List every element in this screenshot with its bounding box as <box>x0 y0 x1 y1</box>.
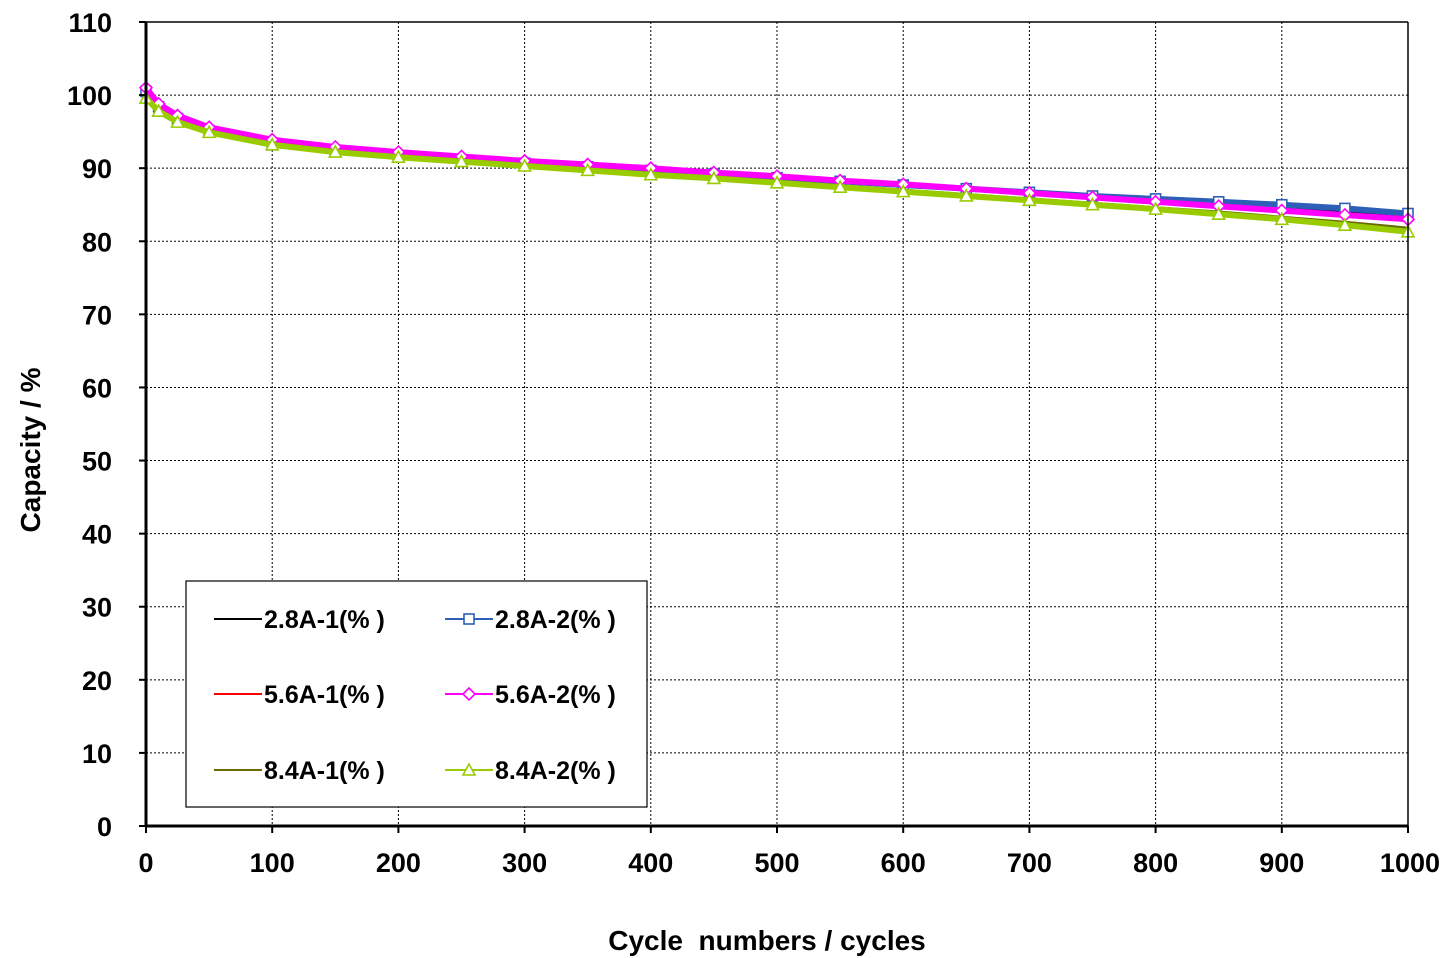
x-tick-label: 400 <box>628 848 673 878</box>
data-point-triangle <box>958 188 974 202</box>
data-point-triangle <box>461 762 477 776</box>
data-point-square <box>463 613 475 625</box>
y-tick-label: 70 <box>82 300 112 330</box>
legend-label: 2.8A-2(% ) <box>495 606 616 634</box>
legend-label: 8.4A-2(% ) <box>495 757 616 785</box>
x-axis-title: Cycle numbers / cycles <box>608 925 926 956</box>
legend-box <box>185 580 648 808</box>
legend-label: 8.4A-1(% ) <box>264 757 385 785</box>
y-tick-label: 30 <box>82 593 112 623</box>
legend-label: 5.6A-1(% ) <box>264 681 385 709</box>
x-tick-label: 300 <box>502 848 547 878</box>
data-point-triangle <box>1022 192 1037 207</box>
x-tick-label: 1000 <box>1380 848 1440 878</box>
data-point-triangle <box>706 170 722 185</box>
data-point-triangle <box>151 103 166 117</box>
y-tick-label: 40 <box>82 520 112 550</box>
data-point-triangle <box>1085 197 1100 211</box>
y-tick-label: 80 <box>82 227 112 257</box>
x-tick-labels: 0 100 200 300 400 500 600 700 800 900 1000 <box>138 826 1440 878</box>
y-tick-label: 110 <box>68 8 112 38</box>
x-tick-label: 100 <box>250 848 295 878</box>
data-point-triangle <box>1337 217 1353 231</box>
data-point-triangle <box>643 167 659 181</box>
legend-item: 8.4A-2(% ) <box>445 757 616 785</box>
x-tick-label: 200 <box>376 848 421 878</box>
data-point-triangle <box>1211 206 1227 221</box>
y-tick-label: 100 <box>67 81 112 111</box>
y-axis-title: Capacity / % <box>15 367 46 532</box>
legend-item: 5.6A-2(% ) <box>445 681 616 709</box>
x-tick-label: 700 <box>1007 848 1052 878</box>
data-point-triangle <box>201 124 217 139</box>
y-tick-labels: 0 10 20 30 40 50 60 70 80 90 100 110 <box>67 8 146 842</box>
y-tick-label: 0 <box>97 812 112 842</box>
x-tick-label: 800 <box>1133 848 1178 878</box>
data-point-triangle <box>327 144 343 158</box>
legend-item: 5.6A-1(% ) <box>214 681 385 709</box>
data-point-triangle <box>769 175 785 189</box>
x-tick-label: 900 <box>1259 848 1304 878</box>
data-point-triangle <box>170 114 185 128</box>
data-point-triangle <box>832 179 848 193</box>
data-point-triangle <box>454 153 469 168</box>
data-point-triangle <box>580 162 596 177</box>
data-point-triangle <box>1148 201 1163 215</box>
legend-label: 5.6A-2(% ) <box>495 681 616 709</box>
legend: 2.8A-1(% ) 2.8A-2(% ) 5.6A-1(% ) 5.6A-2(% )… <box>185 580 648 808</box>
y-tick-label: 90 <box>82 154 112 184</box>
data-point-triangle <box>264 137 280 151</box>
x-tick-label: 500 <box>754 848 799 878</box>
series-layer <box>138 80 1416 238</box>
y-tick-label: 50 <box>82 447 112 477</box>
y-tick-label: 20 <box>82 666 112 696</box>
legend-label: 2.8A-1(% ) <box>264 606 385 634</box>
y-tick-label: 60 <box>82 373 112 403</box>
legend-item: 2.8A-2(% ) <box>445 606 616 634</box>
data-point-triangle <box>391 149 406 164</box>
y-tick-label: 10 <box>82 739 112 769</box>
x-tick-label: 0 <box>138 848 153 878</box>
data-point-triangle <box>895 183 911 198</box>
data-point-diamond <box>461 686 477 702</box>
legend-item: 2.8A-1(% ) <box>214 606 385 634</box>
data-point-triangle <box>1274 211 1290 226</box>
legend-item: 8.4A-1(% ) <box>214 757 385 785</box>
x-tick-label: 600 <box>881 848 926 878</box>
data-point-triangle <box>517 158 532 172</box>
